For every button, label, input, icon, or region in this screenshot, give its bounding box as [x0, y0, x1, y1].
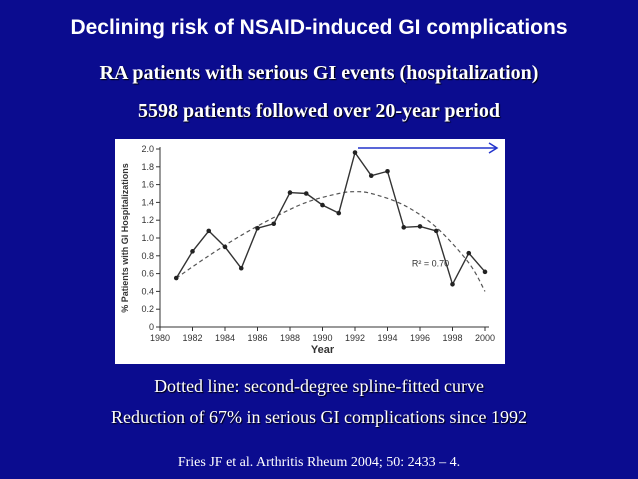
data-point: [385, 168, 390, 174]
data-point: [206, 228, 212, 234]
spline-fit-line: [175, 191, 486, 292]
arrow-head-icon: [488, 142, 499, 154]
caption-reduction: Reduction of 67% in serious GI complicat…: [111, 407, 527, 427]
x-tick-label: 1992: [345, 333, 365, 343]
x-axis-label: Year: [311, 344, 335, 356]
y-tick-label: 2.0: [141, 144, 154, 154]
x-tick-label: 2000: [475, 333, 495, 343]
data-point: [173, 275, 179, 281]
data-point: [238, 265, 244, 271]
y-tick-label: 0: [149, 322, 154, 332]
x-tick-label: 1986: [247, 333, 267, 343]
x-tick-label: 1990: [312, 333, 332, 343]
y-tick-label: 1.2: [141, 215, 154, 225]
x-tick-label: 1980: [150, 333, 170, 343]
y-tick-label: 0.4: [141, 286, 154, 296]
data-point: [222, 244, 228, 250]
data-point: [401, 225, 407, 230]
x-tick-label: 1988: [280, 333, 300, 343]
r-squared-annotation: R² = 0.70: [412, 258, 449, 268]
data-point: [303, 191, 309, 196]
data-point: [482, 269, 488, 275]
y-tick-label: 1.4: [141, 197, 154, 207]
data-point: [433, 228, 439, 234]
x-tick-label: 1982: [182, 333, 202, 343]
chart-panel: 0 0.2 0.4 0.6 0.8 1.0 1.2 1.4 1.6 1.8 2.0 1980 1982…: [115, 139, 505, 364]
y-tick-label: 1.6: [141, 180, 154, 190]
data-point: [417, 224, 423, 229]
data-point: [190, 249, 195, 254]
y-tick-label: 0.6: [141, 269, 154, 279]
observed-series-line: [175, 150, 486, 287]
data-point: [450, 281, 455, 287]
y-tick-label: 1.8: [141, 162, 154, 172]
x-tick-label: 1994: [377, 333, 397, 343]
data-point: [320, 202, 325, 208]
data-point: [255, 225, 260, 231]
subtitle-population: RA patients with serious GI events (hosp…: [99, 62, 539, 84]
slide-title: Declining risk of NSAID-induced GI compl…: [70, 16, 568, 39]
data-point: [352, 150, 358, 155]
subtitle-cohort: 5598 patients followed over 20-year peri…: [137, 100, 500, 122]
y-tick-label: 1.0: [141, 233, 154, 243]
reference-citation: Fries JF et al. Arthritis Rheum 2004; 50…: [177, 455, 461, 470]
data-point: [287, 190, 293, 195]
data-point: [368, 173, 374, 178]
caption-spline: Dotted line: second-degree spline-fitted…: [154, 376, 484, 396]
x-tick-label: 1996: [410, 333, 430, 343]
data-point: [271, 221, 277, 227]
y-tick-label: 0.2: [141, 304, 154, 314]
peak-arrow: [358, 142, 499, 154]
y-axis-label: % Patients with GI Hospitalizations: [120, 163, 130, 313]
line-chart: 0 0.2 0.4 0.6 0.8 1.0 1.2 1.4 1.6 1.8 2.0 1980 1982…: [120, 144, 495, 356]
data-point: [336, 210, 342, 216]
x-tick-label: 1998: [442, 333, 462, 343]
y-tick-label: 0.8: [141, 251, 154, 261]
x-tick-label: 1984: [215, 333, 235, 343]
data-point: [466, 250, 472, 256]
